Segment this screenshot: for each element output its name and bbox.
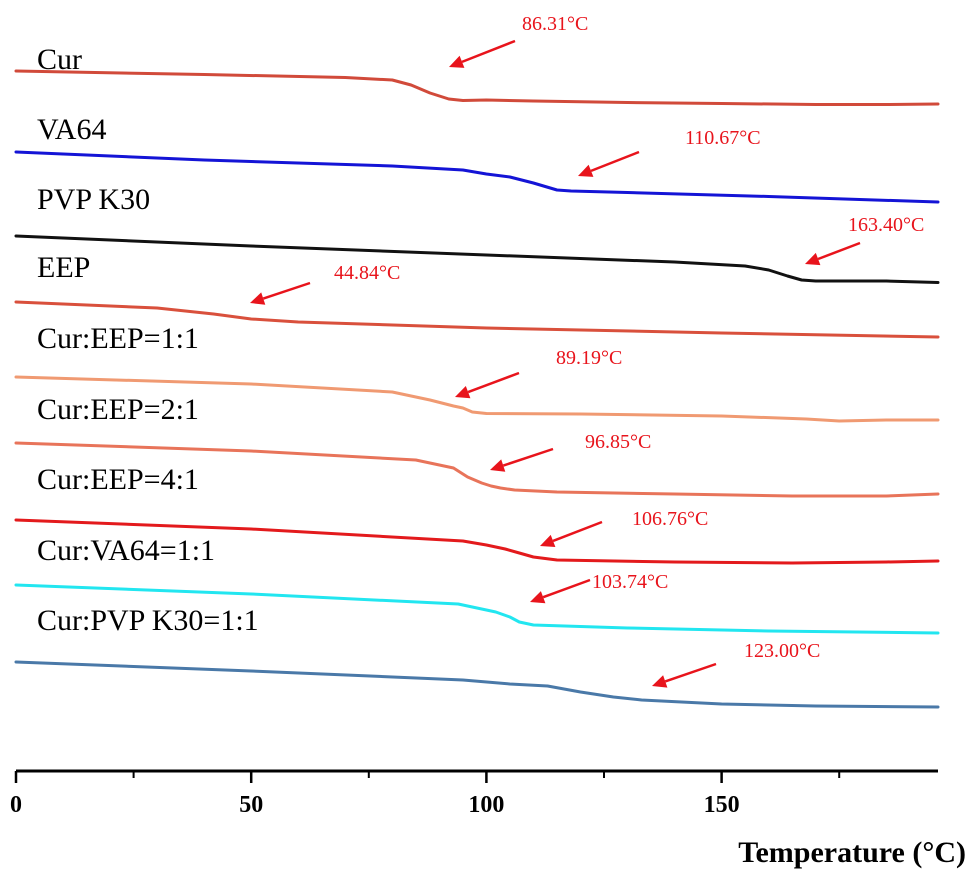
tg-arrow — [449, 39, 516, 68]
series-line-cur-va64-1-1 — [14, 583, 940, 635]
series-line-cur-pvp-k30-1-1 — [14, 660, 940, 709]
tg-arrow — [530, 578, 591, 604]
series-label-pvp-k30: PVP K30 — [37, 183, 150, 216]
tg-label-cur-eep-2-1: 96.85°C — [585, 431, 651, 453]
series-line-cur-eep-1-1 — [14, 375, 940, 423]
series-line-eep — [14, 300, 940, 339]
tg-labels: 86.31°C 110.67°C 163.40°C 44.84°C 89.19°C 96.… — [334, 13, 924, 662]
series-lines — [14, 69, 940, 709]
tg-arrow — [805, 241, 861, 266]
series-line-va64 — [14, 150, 940, 204]
series-label-cur-eep-4-1: Cur:EEP=4:1 — [37, 463, 199, 496]
x-tick-label: 100 — [468, 792, 504, 818]
tg-label-eep: 44.84°C — [334, 262, 400, 284]
tg-arrow — [455, 371, 520, 399]
x-axis-title: Temperature (°C) — [738, 836, 966, 869]
x-axis: 0 50 100 150 — [10, 769, 938, 818]
tg-arrows — [250, 39, 861, 688]
tg-label-va64: 110.67°C — [685, 127, 761, 149]
tg-label-cur-va64-1-1: 103.74°C — [592, 571, 668, 593]
tg-label-cur-pvp-k30-1-1: 123.00°C — [744, 640, 820, 662]
series-label-eep: EEP — [37, 251, 90, 284]
tg-arrow — [652, 662, 717, 688]
series-line-pvp-k30 — [14, 234, 940, 284]
series-line-cur-eep-2-1 — [14, 441, 940, 498]
series-label-cur-pvp-k30-1-1: Cur:PVP K30=1:1 — [37, 604, 259, 637]
tg-arrow — [250, 281, 311, 305]
series-labels: Cur VA64 PVP K30 EEP Cur:EEP=1:1 Cur:EEP=2:1 C… — [37, 43, 259, 637]
tg-label-cur-eep-1-1: 89.19°C — [556, 347, 622, 369]
tg-label-cur: 86.31°C — [522, 13, 588, 35]
series-label-cur-va64-1-1: Cur:VA64=1:1 — [37, 534, 215, 567]
tg-label-cur-eep-4-1: 106.76°C — [632, 508, 708, 530]
x-tick-label: 0 — [10, 792, 22, 818]
series-label-cur-eep-2-1: Cur:EEP=2:1 — [37, 393, 199, 426]
series-label-cur: Cur — [37, 43, 82, 76]
tg-arrow — [578, 150, 640, 177]
tg-label-pvp-k30: 163.40°C — [848, 214, 924, 236]
x-ticks: 0 50 100 150 — [10, 771, 841, 818]
series-label-cur-eep-1-1: Cur:EEP=1:1 — [37, 322, 199, 355]
tg-arrow — [490, 447, 554, 472]
tg-arrow — [540, 520, 603, 547]
x-tick-label: 150 — [704, 792, 740, 818]
series-line-cur — [14, 69, 940, 106]
x-tick-label: 50 — [239, 792, 263, 818]
series-line-cur-eep-4-1 — [14, 518, 940, 565]
series-label-va64: VA64 — [37, 113, 106, 146]
